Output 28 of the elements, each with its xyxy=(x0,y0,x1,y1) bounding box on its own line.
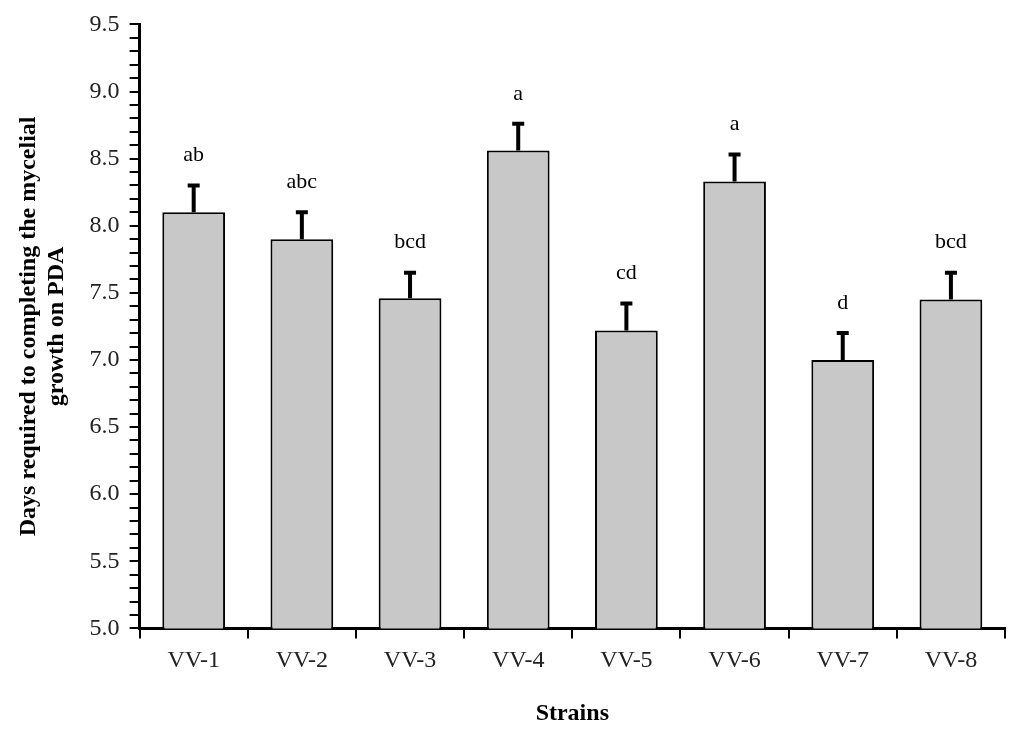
y-tick-label: 7.0 xyxy=(89,345,120,372)
annotation: bcd xyxy=(935,228,967,254)
y-tick-label: 5.5 xyxy=(89,546,120,573)
y-tick-label: 8.0 xyxy=(89,211,120,238)
annotation: cd xyxy=(616,259,637,285)
y-tick-label: 6.5 xyxy=(89,412,120,439)
x-tick-label: VV-8 xyxy=(924,646,978,673)
x-tick-label: VV-2 xyxy=(275,646,329,673)
x-tick-label: VV-6 xyxy=(708,646,761,673)
x-tick-label: VV-4 xyxy=(491,646,545,673)
annotation: abc xyxy=(286,168,318,194)
annotation: d xyxy=(837,288,849,314)
x-tick-label: VV-1 xyxy=(167,646,220,673)
y-tick-label: 8.5 xyxy=(89,143,120,170)
x-tick-label: VV-7 xyxy=(816,646,869,673)
annotation: ab xyxy=(183,141,205,167)
y-axis-title: Days required to completing the mycelial growth on PDA xyxy=(13,116,69,537)
annotation: a xyxy=(513,79,524,105)
y-tick-label: 9.0 xyxy=(89,76,120,103)
y-tick-label: 7.5 xyxy=(89,278,120,305)
y-tick-label: 5.0 xyxy=(89,613,120,640)
annotation: a xyxy=(729,110,740,136)
x-tick-label: VV-3 xyxy=(383,646,437,673)
y-tick-label: 6.0 xyxy=(89,479,120,506)
y-tick-label: 9.5 xyxy=(89,9,120,36)
annotation: bcd xyxy=(394,228,426,254)
x-axis-title: Strains xyxy=(535,698,609,725)
x-tick-label: VV-5 xyxy=(600,646,653,673)
